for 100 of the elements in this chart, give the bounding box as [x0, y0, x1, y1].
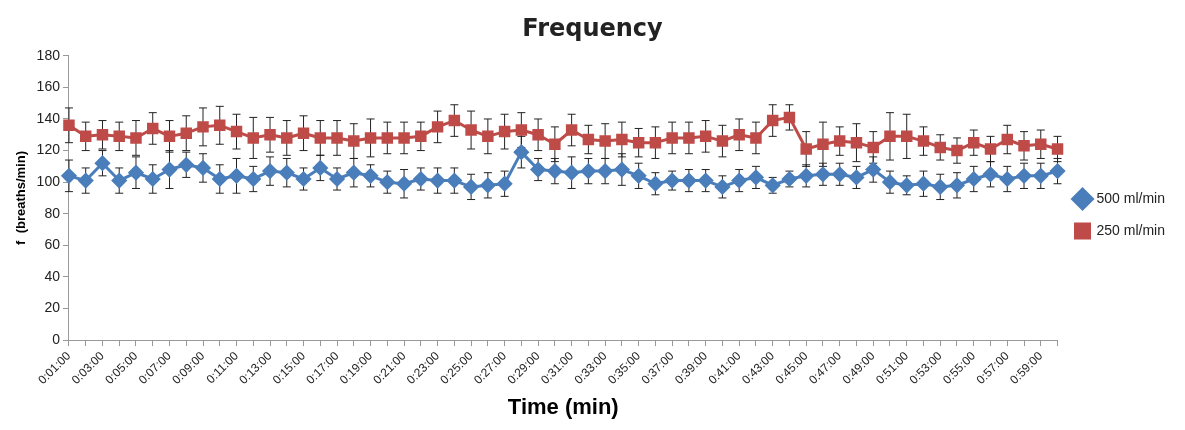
y-tick-label: 180 [36, 46, 61, 63]
point [498, 125, 511, 138]
point [96, 129, 109, 141]
point [547, 163, 563, 179]
point [245, 171, 261, 187]
point [431, 121, 444, 133]
point [798, 168, 814, 184]
point [146, 122, 159, 135]
point [145, 171, 161, 187]
point [363, 168, 379, 184]
point [549, 138, 561, 150]
point [800, 143, 812, 155]
point [882, 174, 898, 190]
point [281, 132, 293, 144]
point [279, 165, 295, 181]
point [1035, 138, 1047, 150]
point [515, 124, 528, 136]
point [195, 160, 211, 176]
y-tick-label: 140 [36, 109, 61, 126]
y-axis-title: f (breaths/min) [13, 151, 29, 245]
point [130, 132, 142, 144]
point [631, 168, 647, 184]
point [867, 141, 879, 154]
point [833, 135, 846, 147]
point [716, 135, 729, 147]
point [446, 173, 462, 189]
point [180, 127, 192, 139]
point [513, 144, 529, 160]
point [314, 132, 327, 144]
point [381, 132, 394, 144]
point [448, 114, 461, 127]
point [649, 136, 662, 149]
point [748, 169, 764, 185]
point [61, 168, 77, 184]
y-tick-label: 80 [44, 204, 61, 221]
point [229, 168, 245, 184]
point [932, 179, 948, 195]
point [465, 124, 477, 136]
point [884, 130, 896, 143]
point [247, 132, 260, 144]
point [79, 130, 92, 143]
point [951, 144, 963, 157]
point [111, 173, 127, 189]
point [1016, 168, 1032, 184]
point [331, 132, 343, 144]
point [832, 166, 848, 182]
point [482, 130, 494, 143]
point [264, 129, 276, 141]
point [63, 119, 75, 132]
y-tick-label: 20 [44, 299, 61, 316]
point [999, 171, 1015, 187]
point [297, 127, 310, 139]
y-tick-label: 60 [44, 236, 61, 253]
point [364, 132, 377, 144]
point [968, 136, 980, 149]
point [783, 111, 796, 124]
point [1018, 140, 1030, 152]
chart-title: Frequency [522, 13, 664, 42]
y-tick-label: 160 [36, 78, 61, 95]
point [750, 132, 762, 144]
point [681, 173, 697, 189]
point [396, 176, 412, 192]
point [564, 165, 580, 181]
point [497, 176, 513, 192]
point [582, 133, 595, 146]
point [532, 129, 544, 141]
point [683, 132, 695, 144]
point [463, 179, 479, 195]
legend-label: 500 ml/min [1096, 189, 1165, 206]
point [530, 162, 546, 178]
point [178, 157, 194, 173]
point [78, 173, 94, 189]
point [565, 124, 578, 136]
point [415, 130, 427, 143]
point [163, 130, 176, 143]
point [900, 130, 913, 143]
y-tick-label: 0 [52, 330, 61, 347]
point [113, 130, 125, 143]
point [850, 136, 863, 149]
point [1001, 133, 1014, 146]
point [817, 138, 829, 150]
point [346, 165, 362, 181]
point [666, 132, 678, 144]
point [1051, 143, 1064, 155]
point [599, 135, 611, 147]
point [398, 132, 410, 144]
point [984, 143, 997, 155]
point [698, 173, 714, 189]
point [949, 177, 965, 193]
point [1033, 168, 1049, 184]
point [915, 176, 931, 192]
point [647, 176, 663, 192]
point [430, 173, 446, 189]
legend-label: 250 ml/min [1096, 221, 1165, 238]
point [212, 171, 228, 187]
point [917, 135, 930, 147]
point [94, 155, 110, 171]
y-tick-label: 40 [44, 267, 61, 284]
y-tick-label: 100 [36, 173, 61, 190]
point [580, 163, 596, 179]
